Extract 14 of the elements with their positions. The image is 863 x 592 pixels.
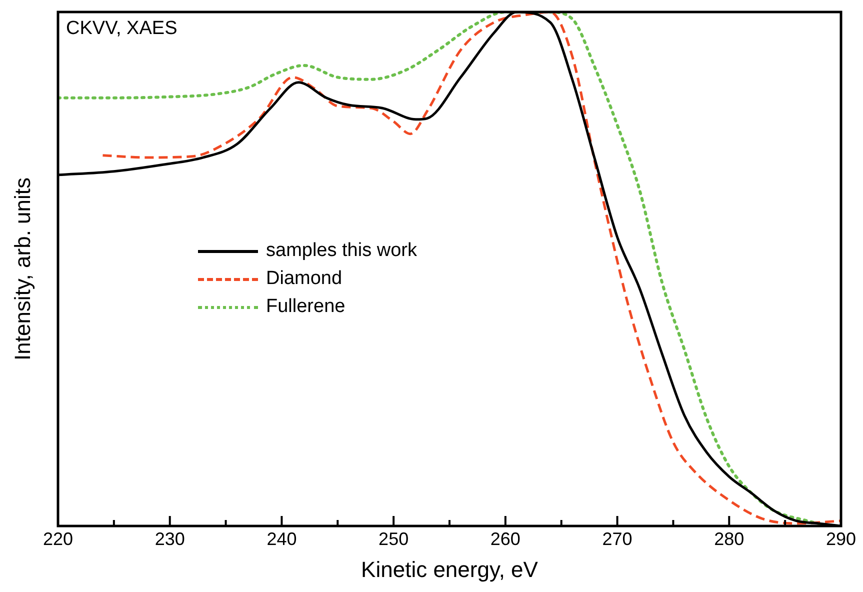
annotation: CKVV, XAES (66, 18, 178, 40)
x-axis-title: Kinetic energy, eV (361, 556, 538, 582)
x-tick-label: 290 (826, 528, 856, 549)
x-tick-label: 260 (490, 528, 520, 549)
x-tick-label: 220 (42, 528, 74, 549)
x-tick-label: 250 (378, 528, 409, 549)
legend-label: Diamond (266, 267, 342, 291)
legend-label: Fullerene (266, 295, 346, 319)
x-tick-label: 270 (602, 528, 632, 549)
x-tick-label: 230 (154, 528, 185, 549)
y-axis-title: Intensity, arb. units (10, 177, 36, 361)
x-tick-label: 240 (266, 528, 297, 549)
legend-label: samples this work (266, 239, 417, 263)
x-tick-label: 280 (714, 528, 744, 549)
